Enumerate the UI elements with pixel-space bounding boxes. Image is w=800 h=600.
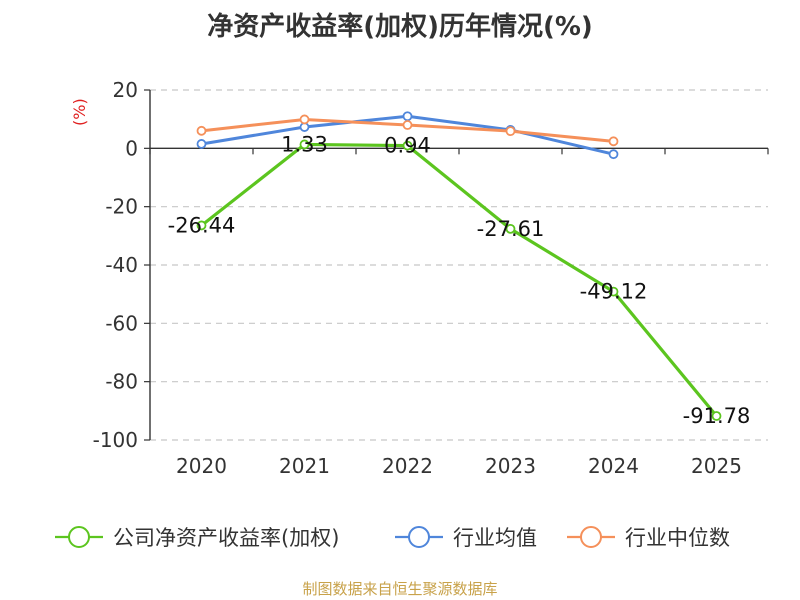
series-point-0: [608, 286, 619, 297]
data-label: -27.61: [477, 217, 545, 241]
y-tick-label: -80: [105, 370, 138, 394]
y-tick-label: 20: [113, 78, 138, 102]
data-label: -91.78: [683, 404, 751, 428]
legend-swatch-marker: [580, 526, 602, 548]
y-tick-label: 0: [125, 136, 138, 160]
legend-swatch-marker: [68, 526, 90, 548]
series-point-2: [196, 125, 207, 136]
series-point-2: [299, 114, 310, 125]
y-tick-label: -60: [105, 311, 138, 335]
legend-label: 行业中位数: [625, 526, 730, 550]
x-tick-label: 2020: [176, 454, 227, 478]
data-label: 0.94: [384, 134, 431, 158]
series-point-0: [299, 139, 310, 150]
series-point-0: [196, 220, 207, 231]
legend-label: 公司净资产收益率(加权): [113, 526, 339, 550]
series-point-0: [711, 411, 722, 421]
series-point-2: [608, 136, 619, 147]
y-tick-label: -100: [93, 428, 138, 452]
data-source-note: 制图数据来自恒生聚源数据库: [302, 580, 498, 598]
legend-swatch-marker: [408, 526, 430, 548]
x-tick-label: 2025: [691, 454, 742, 478]
x-tick-label: 2021: [279, 454, 330, 478]
series-point-1: [196, 139, 207, 149]
series-point-0: [505, 223, 516, 234]
data-label: -26.44: [168, 213, 236, 237]
chart-title: 净资产收益率(加权)历年情况(%): [207, 12, 593, 42]
data-label: -49.12: [580, 280, 648, 304]
series-point-2: [505, 126, 516, 137]
data-label: 1.33: [281, 132, 328, 156]
x-tick-label: 2023: [485, 454, 536, 478]
x-tick-label: 2024: [588, 454, 639, 478]
series-point-0: [402, 140, 413, 151]
series-line-0: [200, 142, 718, 418]
y-tick-label: -20: [105, 195, 138, 219]
series-point-2: [402, 120, 413, 130]
x-tick-label: 2022: [382, 454, 433, 478]
series-point-1: [402, 111, 413, 122]
y-tick-label: -40: [105, 253, 138, 277]
legend-label: 行业均值: [453, 526, 537, 550]
series-point-1: [608, 149, 619, 160]
